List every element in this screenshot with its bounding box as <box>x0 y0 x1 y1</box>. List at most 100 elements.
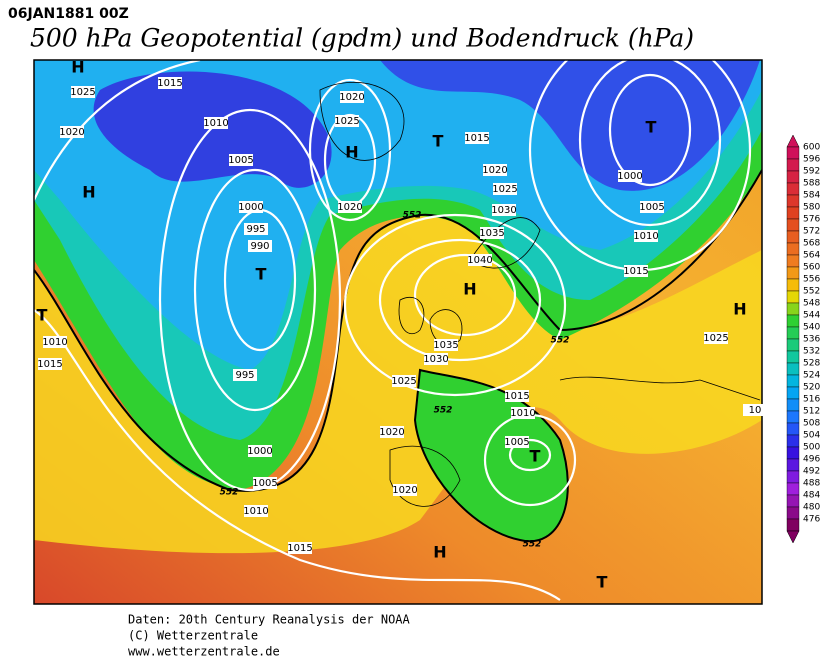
colorbar-swatch <box>786 302 800 316</box>
pressure-center: H <box>345 143 358 162</box>
colorbar-swatch <box>786 170 800 184</box>
isobar-label: 1005 <box>504 437 529 448</box>
isobar-label-bg <box>743 404 767 416</box>
isobar-label: 990 <box>250 241 269 252</box>
contour-label: 552 <box>434 406 453 416</box>
footer-line: Daten: 20th Century Reanalysis der NOAA <box>128 613 411 627</box>
colorbar-swatch <box>786 254 800 268</box>
colorbar-label: 548 <box>803 299 820 309</box>
isobar-label-bg <box>158 77 182 89</box>
colorbar-label: 492 <box>803 467 820 477</box>
isobar-label-bg <box>380 426 404 438</box>
isobar-label-bg <box>704 332 728 344</box>
isobar-label: 1005 <box>252 478 277 489</box>
colorbar-label: 576 <box>803 215 820 225</box>
isobar-label: 1005 <box>228 155 253 166</box>
isobar-label: 1000 <box>247 446 272 457</box>
isobar-label: 1015 <box>504 391 529 402</box>
colorbar-swatch <box>786 194 800 208</box>
isobar-label-bg <box>468 254 492 266</box>
colorbar-swatch <box>786 458 800 472</box>
colorbar-label: 532 <box>803 347 820 357</box>
isobar-label: 1025 <box>703 333 728 344</box>
pressure-center: H <box>71 58 84 77</box>
colorbar-label: 592 <box>803 167 820 177</box>
isobar-label: 1035 <box>433 340 458 351</box>
blue-core-west <box>93 71 332 188</box>
footer-line: www.wetterzentrale.de <box>128 645 280 659</box>
isobar-label-bg <box>204 117 228 129</box>
isobar-label: 1010 <box>203 118 228 129</box>
isobar-label: 10 <box>749 405 762 416</box>
colorbar-label: 504 <box>803 431 820 441</box>
isobar-label-bg <box>229 154 253 166</box>
colorbar-swatch <box>786 494 800 508</box>
isobar-label: 1020 <box>482 165 507 176</box>
colorbar-label: 480 <box>803 503 820 513</box>
colorbar-label: 528 <box>803 359 820 369</box>
isobar-label-bg <box>434 339 458 351</box>
isobar-label: 1015 <box>623 266 648 277</box>
colorbar-swatch <box>786 338 800 352</box>
isobar-label: 1015 <box>287 543 312 554</box>
colorbar-label: 476 <box>803 515 820 525</box>
isobar-label-bg <box>483 164 507 176</box>
isobar-label: 1040 <box>467 255 492 266</box>
colorbar-label: 600 <box>803 143 820 153</box>
isobar-label: 1015 <box>157 78 182 89</box>
isobar-label-bg <box>71 86 95 98</box>
colorbar-label: 596 <box>803 155 820 165</box>
isobar-label-bg <box>634 230 658 242</box>
pressure-center: H <box>82 183 95 202</box>
colorbar-swatch <box>786 158 800 172</box>
pressure-center: H <box>433 543 446 562</box>
colorbar-swatch <box>786 518 800 532</box>
isobar-label-bg <box>335 115 359 127</box>
colorbar-label: 500 <box>803 443 820 453</box>
colorbar-swatch <box>786 434 800 448</box>
colorbar-swatch <box>786 386 800 400</box>
colorbar-swatch <box>786 482 800 496</box>
isobar-label: 1010 <box>633 231 658 242</box>
colorbar-label: 520 <box>803 383 820 393</box>
colorbar-swatch <box>786 422 800 436</box>
isobar-label-bg <box>233 369 257 381</box>
pressure-center: T <box>37 306 48 325</box>
contour-552 <box>34 169 762 492</box>
isobar-label: 1010 <box>510 408 535 419</box>
colorbar-swatch <box>786 350 800 364</box>
colorbar-label: 536 <box>803 335 820 345</box>
isobar-label-bg <box>340 91 364 103</box>
colorbar-label: 512 <box>803 407 820 417</box>
isobar-label: 1005 <box>639 202 664 213</box>
isobar-label-bg <box>424 353 448 365</box>
isobar-label: 1030 <box>491 205 516 216</box>
colorbar-swatch <box>786 410 800 424</box>
contour-label: 552 <box>523 540 542 550</box>
isobar-label-bg <box>248 240 272 252</box>
isobar-label: 1020 <box>337 202 362 213</box>
colorbar: 600 596 592 588 584 580 576 572 568 564 560 556 552 5… <box>786 134 820 544</box>
colorbar-swatch <box>786 362 800 376</box>
isobar-label: 1000 <box>617 171 642 182</box>
isobar-label-bg <box>244 505 268 517</box>
colorbar-swatch <box>786 290 800 304</box>
colorbar-swatch <box>786 398 800 412</box>
isobar-label-bg <box>493 183 517 195</box>
colorbar-swatch <box>786 326 800 340</box>
colorbar-swatch <box>786 230 800 244</box>
isobar-label: 1015 <box>464 133 489 144</box>
colorbar-label: 568 <box>803 239 820 249</box>
colorbar-swatch <box>786 182 800 196</box>
isobar-label-bg <box>618 170 642 182</box>
isobar-label-bg <box>640 201 664 213</box>
colorbar-label: 484 <box>803 491 820 501</box>
isobar-label-bg <box>505 436 529 448</box>
colorbar-cap <box>786 134 800 148</box>
colorbar-label: 564 <box>803 251 820 261</box>
isobar-label: 995 <box>246 224 265 235</box>
isobar-label: 1020 <box>59 127 84 138</box>
isobar-label: 1030 <box>423 354 448 365</box>
isobar-label-bg <box>38 358 62 370</box>
